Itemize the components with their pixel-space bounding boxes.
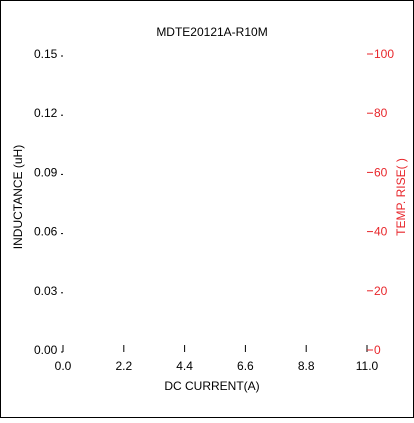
y2-axis-label: TEMP. RISE( ) (394, 158, 408, 236)
x-tick-label: 2.2 (115, 359, 132, 373)
y2-tick-label: 60 (374, 165, 388, 179)
y-tick-label: 0.00 (34, 343, 58, 357)
y-axis-left: 0.00 0.03 0.06 0.09 0.12 0.15 (34, 47, 63, 357)
y2-tick-label: 100 (374, 47, 394, 61)
x-tick-label: 11.0 (356, 359, 379, 373)
y2-tick-label: 0 (374, 343, 381, 357)
y-axis-right: 0 20 40 60 80 100 (367, 47, 394, 357)
chart-title: MDTE20121A-R10M (156, 25, 267, 39)
y2-tick-label: 20 (374, 284, 388, 298)
y-tick-label: 0.06 (34, 225, 58, 239)
y2-tick-label: 40 (374, 225, 388, 239)
y2-tick-label: 80 (374, 106, 388, 120)
y-axis-label: INDUCTANCE (uH) (11, 145, 25, 249)
x-tick-label: 4.4 (176, 359, 193, 373)
y-tick-label: 0.15 (34, 47, 58, 61)
y-tick-label: 0.09 (34, 165, 58, 179)
y-tick-label: 0.12 (34, 106, 58, 120)
x-tick-label: 0.0 (55, 359, 72, 373)
x-axis-label: DC CURRENT(A) (164, 379, 259, 393)
x-tick-label: 8.8 (298, 359, 315, 373)
x-axis: 0.0 2.2 4.4 6.6 8.8 11.0 (55, 345, 379, 373)
x-tick-label: 6.6 (237, 359, 254, 373)
y-tick-label: 0.03 (34, 284, 58, 298)
